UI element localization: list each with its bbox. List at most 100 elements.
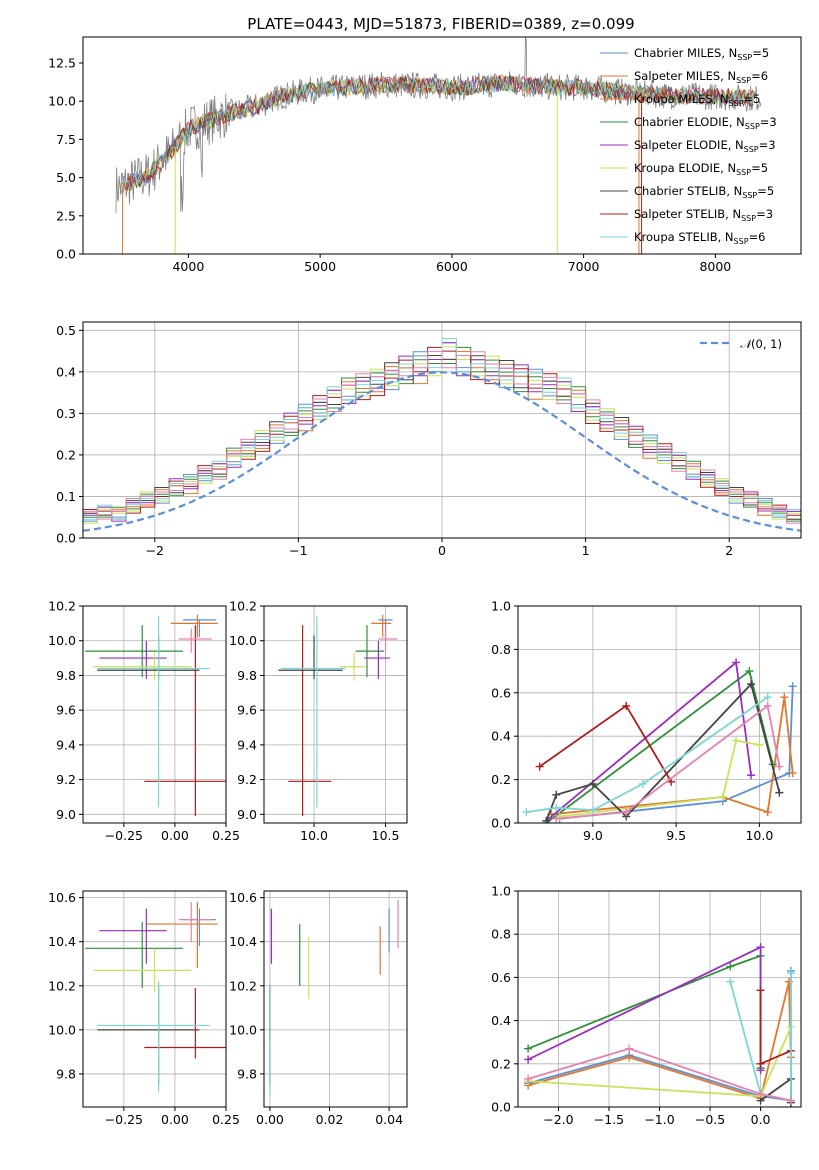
model-fit-line	[126, 75, 755, 191]
x-tick-label: 0.00	[161, 1112, 189, 1127]
y-tick-label: 0.0	[56, 247, 76, 262]
y-tick-label: 10.6	[229, 890, 257, 905]
x-tick-label: −2.0	[543, 1112, 573, 1127]
x-tick-label: 0	[438, 543, 446, 558]
mass-weight-point	[788, 769, 797, 778]
mass-weight-point	[726, 962, 735, 971]
legend-entry: Chabrier ELODIE, NSSP=3	[634, 115, 777, 131]
panel-age-vs-mass: 10.0 10.5 9.0 9.2 9.4 9.6 9.8 10.0 10.2	[229, 599, 408, 843]
mass-weight-point	[756, 1090, 765, 1099]
y-tick-label: 9.6	[237, 703, 257, 718]
mass-weight-point	[786, 1096, 795, 1105]
legend-entry-text: Salpeter ELODIE, N	[634, 138, 744, 152]
mass-weight-point	[625, 1044, 634, 1053]
legend-entry-text: =5	[744, 92, 761, 106]
mass-weight-point	[732, 736, 741, 745]
mass-weight-point	[622, 701, 631, 710]
panel-mass-vs-Z: −0.25 0.00 0.25 9.8 10.0 10.2 10.4 10.6	[48, 890, 240, 1127]
y-tick-label: 10.4	[48, 934, 76, 949]
legend-entry-subscript: SSP	[744, 145, 759, 154]
mass-weight-line	[527, 954, 762, 1069]
x-tick-label: 5000	[304, 259, 336, 274]
residual-histogram-step	[83, 355, 801, 524]
x-tick-label: −0.5	[695, 1112, 725, 1127]
mass-weight-point	[763, 701, 772, 710]
y-tick-label: 0.1	[56, 489, 76, 504]
mass-weight-point	[622, 808, 631, 817]
x-tick-label: 0.04	[375, 1112, 403, 1127]
y-tick-label: 0.3	[56, 406, 76, 421]
x-tick-label: 0.25	[212, 1112, 240, 1127]
plot-area	[115, 37, 762, 254]
y-tick-label: 0.8	[491, 642, 511, 657]
legend-entry-text: Kroupa STELIB, N	[634, 230, 734, 244]
y-tick-label: 10.0	[48, 633, 76, 648]
x-tick-label: −1	[289, 543, 307, 558]
legend-entry-text: Kroupa MILES, N	[634, 92, 729, 106]
legend-entry-text: Chabrier STELIB, N	[634, 184, 742, 198]
mass-weight-line	[559, 686, 794, 820]
axes-frame	[263, 605, 408, 824]
legend-entry-subscript: SSP	[742, 191, 757, 200]
y-tick-label: 0.8	[491, 927, 511, 942]
x-tick-label: 0.00	[161, 828, 189, 843]
y-tick-label: 9.0	[56, 807, 76, 822]
x-tick-label: −0.25	[105, 1112, 143, 1127]
y-tick-label: 10.0	[229, 633, 257, 648]
mass-weight-point	[524, 1055, 533, 1064]
y-tick-label: 10.2	[229, 978, 257, 993]
mass-weight-point	[625, 1053, 634, 1062]
panel-weight-vs-Z: −2.0 −1.5 −1.0 −0.5 0.0 0.0 0.2 0.4 0.6 0.8 1.0	[491, 884, 802, 1127]
model-fit-line	[127, 75, 755, 190]
legend-entry: Chabrier STELIB, NSSP=5	[634, 184, 774, 200]
panel-residuals: −2 −1 0 1 2 0.0 0.1 0.2 0.3 0.4 0.5 𝒩(0, 1)	[56, 321, 802, 558]
normal-reference-curve	[83, 371, 801, 532]
plot-area	[524, 943, 795, 1107]
x-tick-label: −1.5	[594, 1112, 624, 1127]
plot-area	[278, 614, 397, 817]
y-tick-label: 9.0	[237, 807, 257, 822]
legend-entry: Salpeter STELIB, NSSP=3	[634, 207, 773, 223]
y-tick-label: 0.0	[491, 816, 511, 831]
mass-weight-line	[556, 704, 781, 820]
y-tick-label: 0.6	[491, 970, 511, 985]
mass-weight-point	[788, 682, 797, 691]
mass-weight-point	[552, 803, 561, 812]
mass-weight-point	[552, 814, 561, 823]
mass-weight-point	[638, 779, 647, 788]
legend-entry-subscript: SSP	[736, 168, 751, 177]
y-tick-label: 0.2	[491, 1056, 511, 1071]
plot-area	[83, 338, 801, 532]
mass-weight-point	[524, 1044, 533, 1053]
legend-entry-text: =5	[757, 184, 774, 198]
mass-weight-point	[780, 693, 789, 702]
y-tick-label: 9.2	[237, 772, 257, 787]
y-tick-label: 9.8	[237, 668, 257, 683]
x-tick-label: 2	[725, 543, 733, 558]
residual-histogram-step	[83, 350, 801, 524]
plot-area	[522, 658, 797, 823]
panel-age-vs-Z: −0.25 0.00 0.25 9.0 9.2 9.4 9.6 9.8 10.0 10.2	[48, 599, 240, 844]
y-tick-label: 0.0	[56, 531, 76, 546]
legend-entry-subscript: SSP	[734, 237, 749, 246]
y-tick-label: 9.8	[237, 1066, 257, 1081]
axes-frame	[82, 36, 802, 255]
y-tick-label: 9.8	[56, 668, 76, 683]
y-tick-label: 9.4	[56, 737, 76, 752]
mass-weight-line	[527, 1047, 792, 1102]
y-tick-label: 0.5	[56, 323, 76, 338]
mass-weight-point	[763, 808, 772, 817]
x-tick-label: 1	[582, 543, 590, 558]
y-tick-label: 9.2	[56, 772, 76, 787]
legend-entry-text: =3	[760, 115, 777, 129]
legend-entry-text: =6	[749, 230, 766, 244]
y-tick-label: 12.5	[48, 55, 76, 70]
legend-entry: Kroupa ELODIE, NSSP=5	[634, 161, 768, 177]
mass-weight-point	[755, 740, 764, 749]
legend-entry-text: Chabrier MILES, N	[634, 46, 737, 60]
y-tick-label: 5.0	[56, 170, 76, 185]
mass-weight-point	[542, 816, 551, 823]
panel-spectrum: 4000 5000 6000 7000 8000 0.0 2.5 5.0 7.5 10.0 12.5…	[48, 36, 802, 274]
mass-weight-point	[775, 762, 784, 771]
